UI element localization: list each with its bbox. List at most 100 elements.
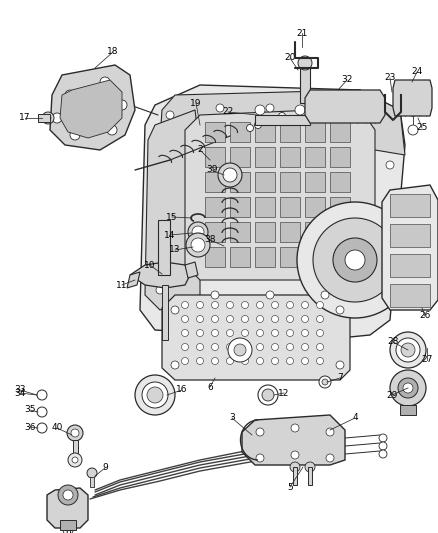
Circle shape — [181, 343, 188, 351]
Circle shape — [271, 116, 278, 123]
Text: 8: 8 — [65, 528, 71, 533]
Circle shape — [305, 462, 315, 472]
Bar — [205, 197, 225, 217]
Circle shape — [63, 525, 73, 533]
Text: 39: 39 — [206, 166, 218, 174]
Circle shape — [166, 111, 174, 119]
Polygon shape — [185, 108, 375, 280]
Text: 28: 28 — [387, 337, 399, 346]
Text: 26: 26 — [419, 311, 431, 320]
Circle shape — [65, 90, 75, 100]
Circle shape — [272, 302, 279, 309]
Circle shape — [257, 302, 264, 309]
Circle shape — [212, 302, 219, 309]
Text: 10: 10 — [144, 261, 156, 270]
Polygon shape — [140, 85, 405, 340]
Bar — [280, 172, 300, 192]
Circle shape — [409, 104, 417, 112]
Circle shape — [181, 329, 188, 336]
Text: 5: 5 — [287, 482, 293, 491]
Circle shape — [262, 118, 269, 125]
Text: 15: 15 — [166, 213, 178, 222]
Circle shape — [398, 378, 418, 398]
Bar — [255, 147, 275, 167]
Circle shape — [319, 376, 331, 388]
Circle shape — [197, 316, 204, 322]
Text: 6: 6 — [207, 383, 213, 392]
Circle shape — [241, 329, 248, 336]
Bar — [330, 147, 350, 167]
Text: 13: 13 — [169, 246, 181, 254]
Text: 9: 9 — [102, 464, 108, 472]
Circle shape — [241, 302, 248, 309]
Circle shape — [212, 343, 219, 351]
Circle shape — [37, 423, 47, 433]
Circle shape — [286, 316, 293, 322]
Circle shape — [291, 451, 299, 459]
Bar — [390, 224, 430, 247]
Circle shape — [401, 343, 415, 357]
Circle shape — [257, 329, 264, 336]
Text: 29: 29 — [386, 391, 398, 400]
Text: 4: 4 — [352, 414, 358, 423]
Circle shape — [37, 390, 47, 400]
Circle shape — [135, 375, 175, 415]
Text: 17: 17 — [19, 114, 31, 123]
Bar — [293, 467, 297, 485]
Circle shape — [72, 457, 78, 463]
Bar — [308, 467, 312, 485]
Text: 3: 3 — [229, 414, 235, 423]
Circle shape — [226, 358, 233, 365]
Bar — [330, 197, 350, 217]
Circle shape — [266, 291, 274, 299]
Circle shape — [226, 343, 233, 351]
Circle shape — [272, 316, 279, 322]
Circle shape — [317, 358, 324, 365]
Bar — [305, 172, 325, 192]
Text: 23: 23 — [384, 74, 396, 83]
Text: 25: 25 — [416, 124, 427, 133]
Bar — [60, 520, 76, 530]
Bar — [255, 197, 275, 217]
Circle shape — [317, 316, 324, 322]
Circle shape — [295, 105, 305, 115]
Circle shape — [279, 112, 286, 119]
Circle shape — [317, 329, 324, 336]
Circle shape — [316, 104, 324, 112]
Text: 22: 22 — [223, 108, 233, 117]
Circle shape — [322, 379, 328, 385]
Circle shape — [212, 358, 219, 365]
Polygon shape — [60, 80, 122, 138]
Bar — [205, 222, 225, 242]
Circle shape — [181, 302, 188, 309]
Bar — [390, 194, 430, 217]
Text: 36: 36 — [24, 423, 36, 432]
Circle shape — [234, 344, 246, 356]
Bar — [205, 122, 225, 142]
Circle shape — [254, 122, 261, 128]
Circle shape — [226, 329, 233, 336]
Text: 11: 11 — [116, 280, 128, 289]
Circle shape — [301, 316, 308, 322]
Circle shape — [70, 130, 80, 140]
Circle shape — [68, 453, 82, 467]
Circle shape — [379, 450, 387, 458]
Polygon shape — [50, 65, 135, 150]
Circle shape — [223, 168, 237, 182]
Bar — [205, 147, 225, 167]
Circle shape — [255, 105, 265, 115]
Circle shape — [52, 113, 62, 123]
Circle shape — [301, 302, 308, 309]
Circle shape — [301, 343, 308, 351]
Bar — [230, 247, 250, 267]
Text: 19: 19 — [190, 99, 202, 108]
Text: 21: 21 — [297, 28, 307, 37]
Bar — [158, 220, 170, 275]
Circle shape — [390, 370, 426, 406]
Circle shape — [45, 115, 51, 121]
Polygon shape — [382, 185, 438, 310]
Circle shape — [171, 306, 179, 314]
Circle shape — [317, 343, 324, 351]
Circle shape — [156, 286, 164, 294]
Bar — [205, 247, 225, 267]
